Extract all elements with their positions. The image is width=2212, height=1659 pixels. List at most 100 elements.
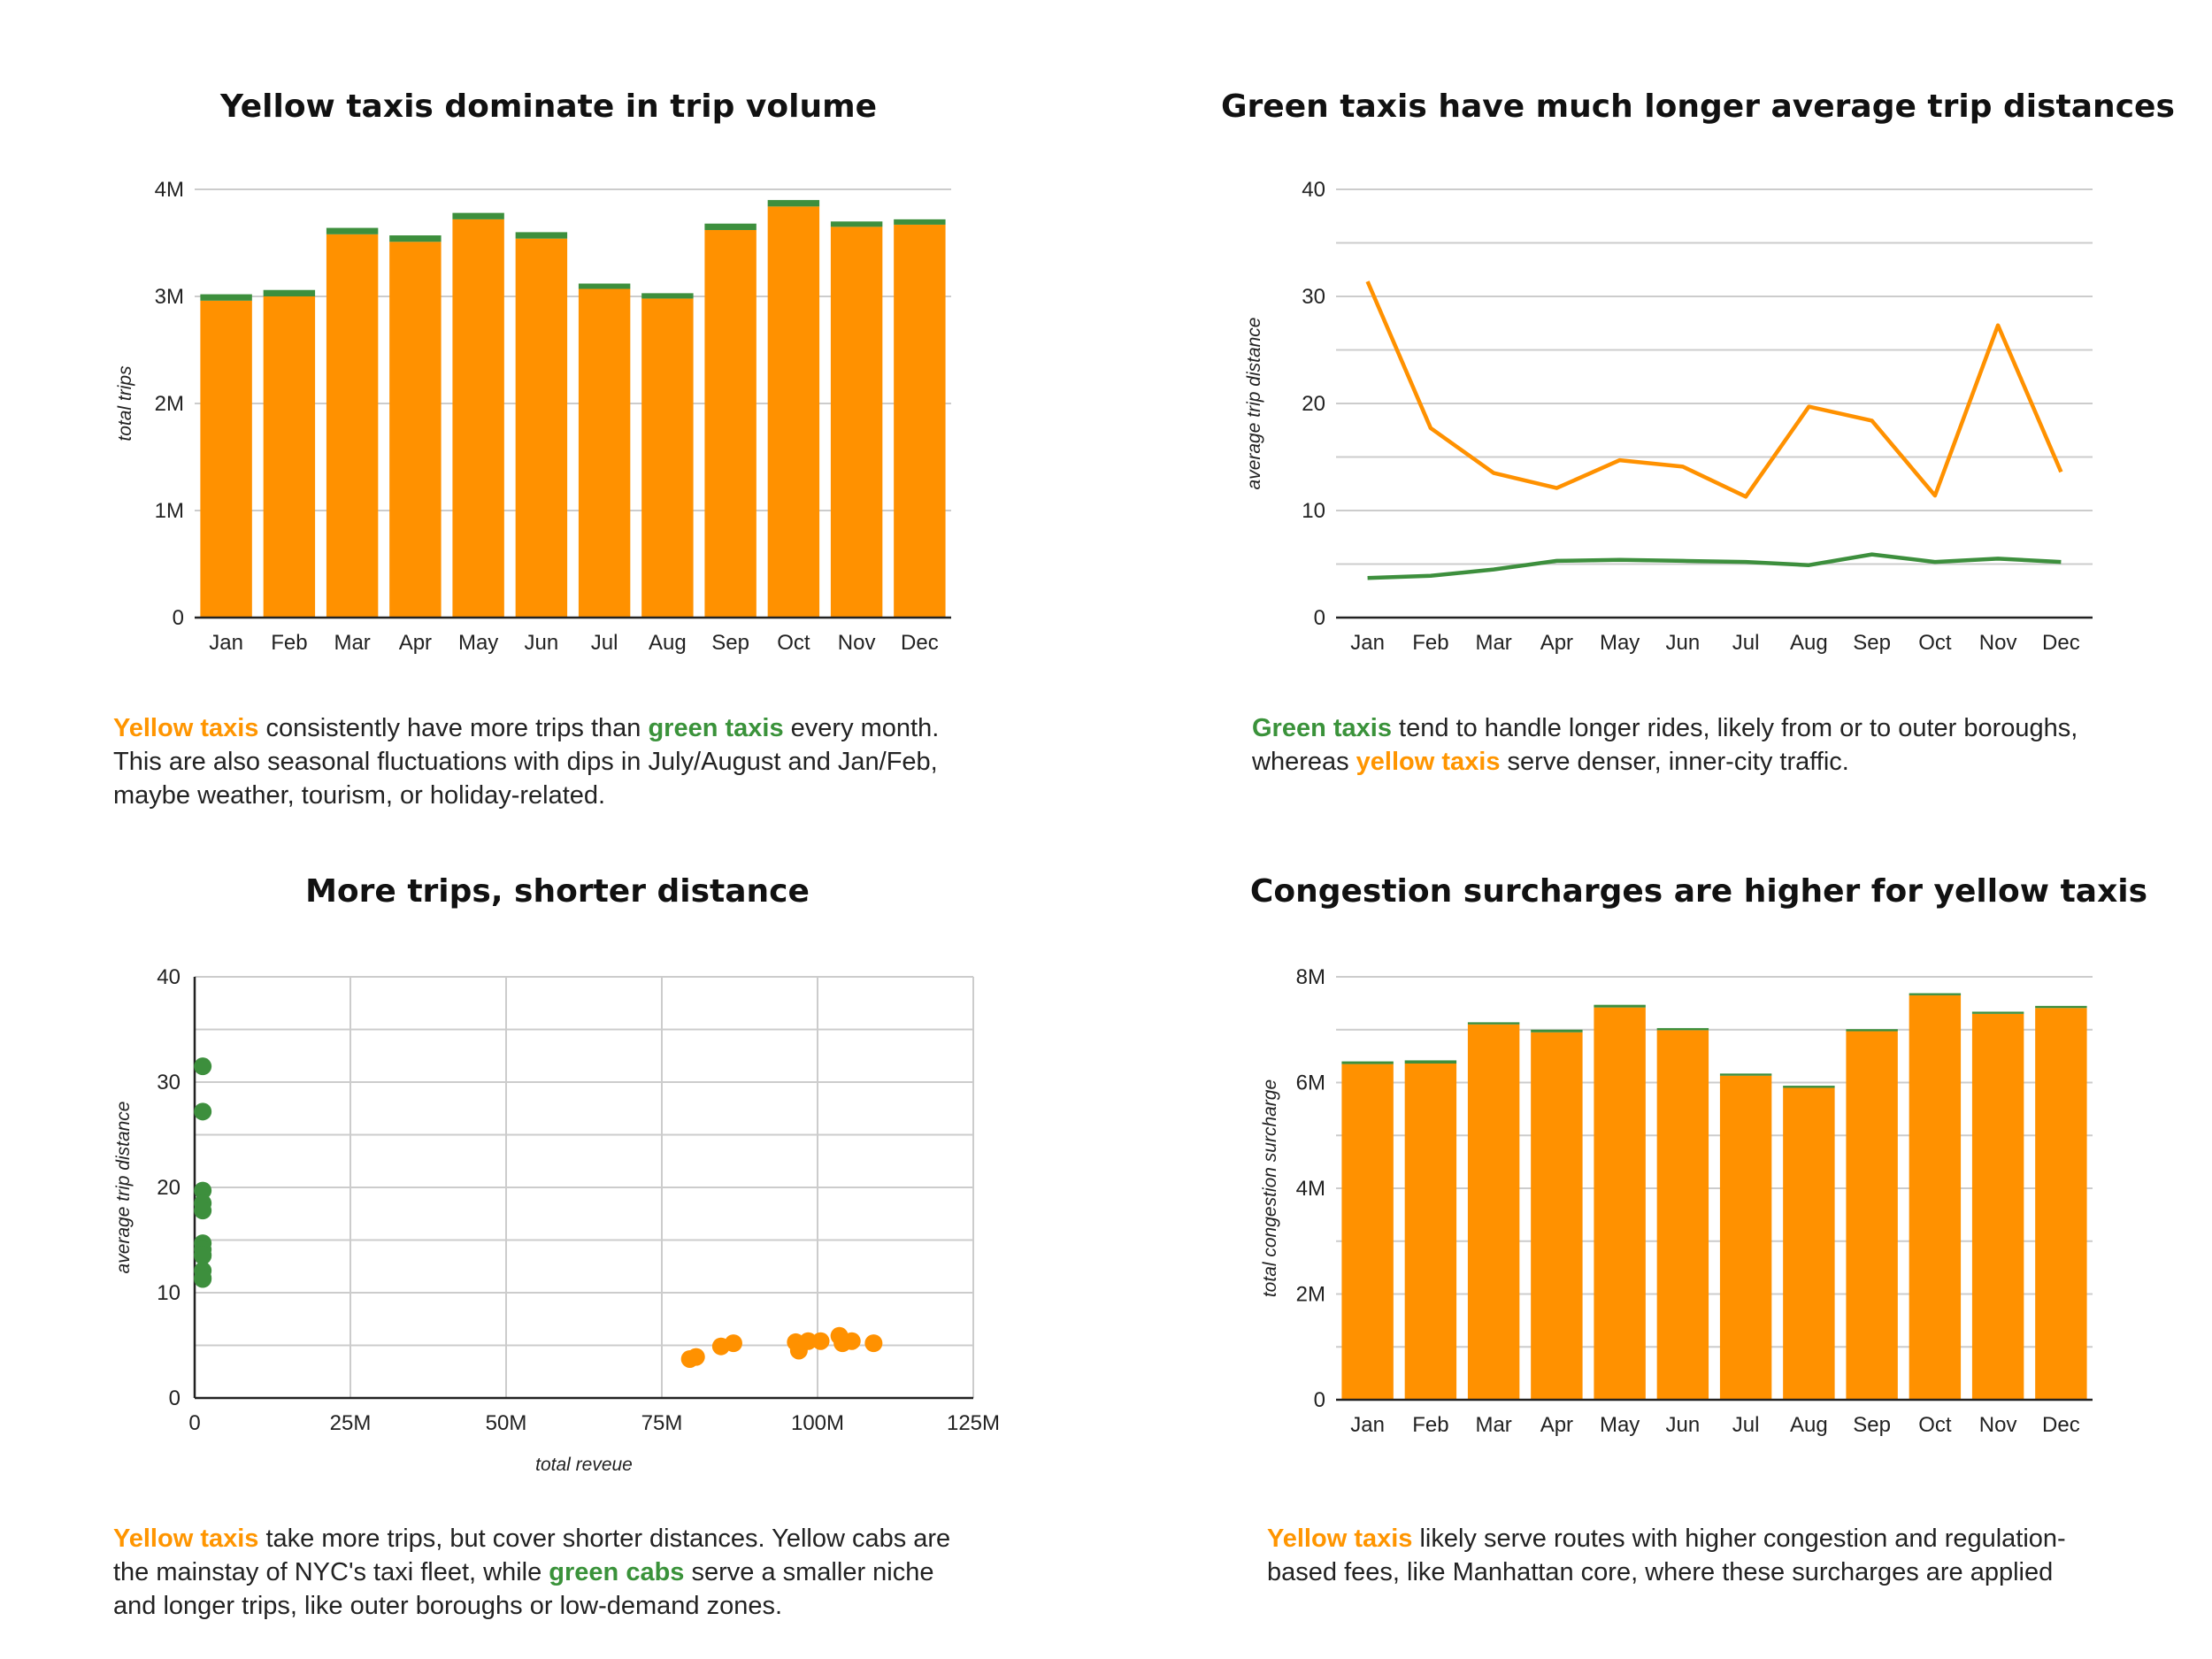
surcharge-bar: [1909, 993, 1962, 995]
surcharge-xtick-label: Jun: [1666, 1413, 1701, 1437]
surcharge-ytick-label: 4M: [1296, 1177, 1325, 1201]
distance-ytick-label: 20: [1302, 392, 1325, 416]
trips-caption-highlight: green taxis: [648, 714, 784, 742]
trips-ytick-label: 3M: [155, 285, 184, 309]
surcharge-bar: [1531, 1029, 1583, 1033]
surcharge-caption-highlight: Yellow taxis: [1267, 1525, 1413, 1553]
scatter-point: [194, 1270, 212, 1288]
surcharge-bar: [1467, 1022, 1520, 1025]
scatter-point: [842, 1332, 861, 1350]
trips-bar: [704, 229, 757, 618]
surcharge-bar: [1341, 1061, 1394, 1064]
scatter-xtick-label: 50M: [486, 1411, 527, 1435]
trips-bar: [830, 227, 883, 618]
scatter-ytick-label: 30: [157, 1071, 180, 1094]
scatter-caption-text: take more trips, but cover shorter dista…: [113, 1525, 951, 1586]
surcharge-bar: [1971, 1013, 2024, 1400]
distance-series-line: [1367, 552, 2062, 580]
scatter-point: [687, 1348, 705, 1366]
scatter-point: [811, 1332, 830, 1350]
surcharge-y-axis-title: total congestion surcharge: [1260, 1079, 1280, 1297]
trips-caption-highlight: Yellow taxis: [113, 714, 259, 742]
trips-xtick-label: Aug: [649, 631, 687, 655]
surcharge-bar: [1719, 1073, 1772, 1076]
surcharge-xtick-label: Nov: [1979, 1413, 2017, 1437]
trips-bar: [200, 294, 252, 301]
scatter-point: [194, 1181, 212, 1200]
trips-bar: [894, 224, 946, 618]
surcharge-bar: [1909, 995, 1962, 1400]
trips-bar: [389, 235, 442, 242]
scatter-caption-highlight: Yellow taxis: [113, 1525, 259, 1553]
trips-xtick-label: Dec: [901, 631, 939, 655]
trips-xtick-label: Apr: [399, 631, 432, 655]
surcharge-chart: 0 2M 4M 6M 8M total congestion surcharge Jan Fe…: [1260, 965, 2093, 1437]
scatter-ytick-label: 40: [157, 965, 180, 989]
distance-xtick-label: Jul: [1732, 631, 1760, 655]
scatter-point: [194, 1246, 212, 1264]
surcharge-bar: [2035, 1005, 2087, 1009]
trips-bar: [452, 212, 504, 219]
distance-y-axis-title: average trip distance: [1244, 318, 1264, 490]
trips-y-axis-title: total trips: [115, 365, 135, 442]
distance-caption-highlight: Green taxis: [1252, 714, 1392, 742]
distance-xtick-label: Jun: [1666, 631, 1701, 655]
surcharge-bar: [1783, 1087, 1835, 1400]
distance-xtick-label: Dec: [2042, 631, 2080, 655]
trips-xtick-label: Jun: [525, 631, 559, 655]
scatter-caption-text: serve a smaller niche and longer trips, …: [113, 1558, 934, 1620]
scatter-point: [724, 1334, 742, 1353]
trips-bar: [704, 223, 757, 230]
trips-xtick-label: Jan: [209, 631, 243, 655]
distance-xtick-label: Feb: [1412, 631, 1448, 655]
surcharge-xtick-label: Jul: [1732, 1413, 1760, 1437]
surcharge-xtick-label: Aug: [1790, 1413, 1828, 1437]
distance-xtick-label: Aug: [1790, 631, 1828, 655]
scatter-point: [799, 1332, 818, 1350]
trips-ytick-label: 2M: [155, 392, 184, 416]
distance-ytick-label: 30: [1302, 285, 1325, 309]
distance-chart-title: Green taxis have much longer average tri…: [1221, 88, 2175, 125]
trips-bar: [641, 293, 694, 299]
trips-ytick-label: 4M: [155, 178, 184, 202]
distance-xtick-label: May: [1600, 631, 1640, 655]
trips-bar: [515, 232, 568, 239]
scatter-ytick-label: 0: [169, 1386, 180, 1410]
surcharge-xtick-label: Sep: [1853, 1413, 1891, 1437]
trips-chart-title: Yellow taxis dominate in trip volume: [219, 88, 878, 125]
scatter-point: [864, 1334, 883, 1353]
distance-xtick-label: Nov: [1979, 631, 2017, 655]
trips-xtick-label: Oct: [777, 631, 810, 655]
scatter-chart-title: More trips, shorter distance: [305, 873, 810, 910]
trips-bar: [389, 242, 442, 618]
surcharge-bar: [1846, 1031, 1898, 1400]
surcharge-ytick-label: 6M: [1296, 1071, 1325, 1095]
scatter-caption-highlight: green cabs: [549, 1558, 685, 1586]
trips-bar: [767, 206, 820, 618]
scatter-xtick-label: 25M: [330, 1411, 372, 1435]
trips-bar: [641, 298, 694, 618]
distance-xtick-label: Jan: [1350, 631, 1385, 655]
distance-xtick-label: Apr: [1540, 631, 1573, 655]
trips-bar: [578, 288, 631, 618]
surcharge-bar: [1719, 1075, 1772, 1400]
trips-caption-text: consistently have more trips than: [258, 714, 649, 742]
trips-xtick-label: Mar: [334, 631, 370, 655]
surcharge-caption: Yellow taxis likely serve routes with hi…: [1267, 1522, 2134, 1589]
scatter-xtick-label: 125M: [947, 1411, 1000, 1435]
scatter-chart: 0 10 20 30 40 0 25M 50M 75M 100M 125M average trip …: [113, 965, 1000, 1475]
scatter-point: [194, 1202, 212, 1220]
trips-xtick-label: Sep: [711, 631, 749, 655]
distance-caption-text: serve denser, inner-city traffic.: [1500, 748, 1849, 776]
scatter-xtick-label: 0: [188, 1411, 200, 1435]
trips-bar: [515, 238, 568, 618]
trips-xtick-label: Feb: [271, 631, 307, 655]
trips-bar: [326, 227, 379, 234]
surcharge-chart-title: Congestion surcharges are higher for yel…: [1249, 873, 2148, 910]
trips-xtick-label: Jul: [591, 631, 618, 655]
trips-caption-text: every month. This are also seasonal fluc…: [113, 714, 940, 810]
surcharge-bar: [1594, 1007, 1646, 1400]
scatter-ytick-label: 10: [157, 1281, 180, 1305]
distance-xtick-label: Oct: [1918, 631, 1952, 655]
surcharge-xtick-label: Feb: [1412, 1413, 1448, 1437]
